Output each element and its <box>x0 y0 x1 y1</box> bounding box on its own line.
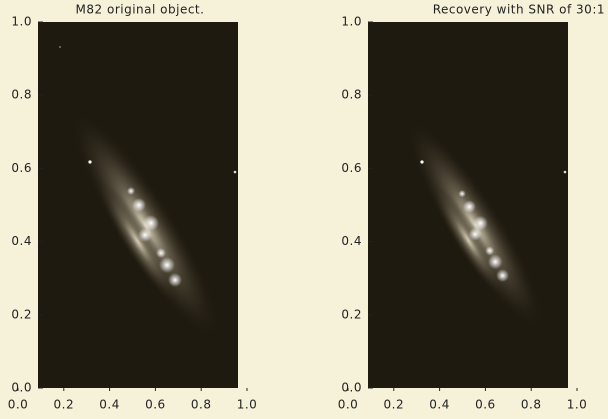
y-tick-label: 1.0 <box>341 15 362 29</box>
y-tick-label: 0.4 <box>11 234 32 248</box>
x-tick-label: 0.8 <box>191 398 212 412</box>
x-tick-label: 0.8 <box>521 398 542 412</box>
star <box>420 160 424 164</box>
x-tick-label: 0.0 <box>338 398 359 412</box>
x-tick-label: 1.0 <box>567 398 588 412</box>
panel-right <box>368 22 568 388</box>
y-tick-label: 0.2 <box>11 307 32 321</box>
x-tick-label: 1.0 <box>237 398 258 412</box>
chart-title: Recovery with SNR of 30:1 <box>433 3 605 17</box>
y-tick-label: 1.0 <box>11 15 32 29</box>
star <box>88 160 92 164</box>
chart-title: M82 original object. <box>76 3 205 17</box>
star <box>233 170 237 174</box>
y-tick-label: 0.0 <box>11 381 32 395</box>
y-tick-label: 0.2 <box>341 307 362 321</box>
star <box>563 170 567 174</box>
x-tick-label: 0.0 <box>8 398 29 412</box>
x-tick-label: 0.6 <box>145 398 166 412</box>
x-tick-label: 0.4 <box>429 398 450 412</box>
y-tick-label: 0.4 <box>341 234 362 248</box>
panel-left <box>38 22 238 388</box>
y-tick-label: 0.8 <box>341 88 362 102</box>
y-tick-label: 0.6 <box>11 161 32 175</box>
x-tick-label: 0.4 <box>99 398 120 412</box>
x-tick-label: 0.6 <box>475 398 496 412</box>
y-tick-label: 0.6 <box>341 161 362 175</box>
star <box>59 46 61 48</box>
x-tick-label: 0.2 <box>384 398 405 412</box>
y-tick-label: 0.8 <box>11 88 32 102</box>
y-tick-label: 0.0 <box>341 381 362 395</box>
x-tick-label: 0.2 <box>54 398 75 412</box>
